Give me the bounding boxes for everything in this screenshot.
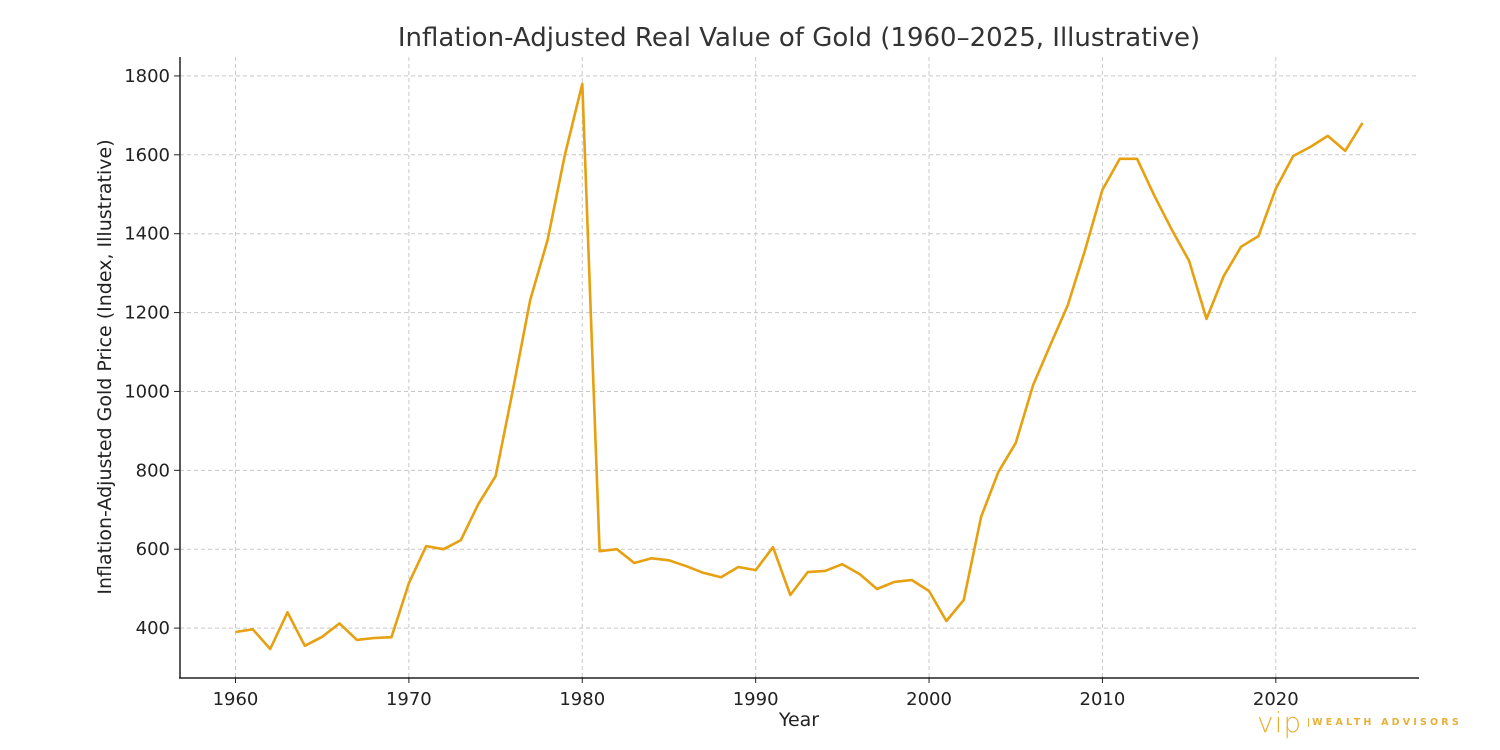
- y-tick-label: 800: [136, 460, 170, 481]
- x-tick-label: 1990: [733, 689, 779, 710]
- vip-wealth-advisors-logo: vip WEALTH ADVISORS: [1257, 706, 1462, 739]
- logo-mark: vip: [1257, 706, 1303, 739]
- y-tick-label: 1600: [124, 145, 170, 166]
- x-tick-label: 2000: [906, 689, 952, 710]
- x-tick-label: 1960: [213, 689, 259, 710]
- y-tick-label: 1400: [124, 224, 170, 245]
- y-tick-label: 1000: [124, 381, 170, 402]
- y-tick-label: 600: [136, 539, 170, 560]
- grid: [180, 57, 1418, 677]
- x-tick-label: 2010: [1080, 689, 1126, 710]
- y-tick-label: 1200: [124, 303, 170, 324]
- x-tick-label: 1980: [559, 689, 605, 710]
- y-axis-label: Inflation-Adjusted Gold Price (Index, Il…: [94, 139, 116, 594]
- y-tick-label: 1800: [124, 66, 170, 87]
- x-tick-label: 2020: [1253, 689, 1299, 710]
- x-axis-label: Year: [778, 709, 819, 731]
- series-line: [235, 82, 1364, 651]
- x-tick-label: 1970: [386, 689, 432, 710]
- y-tick-label: 400: [136, 618, 170, 639]
- ticks: 1960 1970 1980 1990 2000 2010 2020 400 600 800 100…: [124, 66, 1299, 710]
- logo-text: WEALTH ADVISORS: [1308, 718, 1462, 727]
- chart-title: Inflation-Adjusted Real Value of Gold (1…: [398, 23, 1200, 53]
